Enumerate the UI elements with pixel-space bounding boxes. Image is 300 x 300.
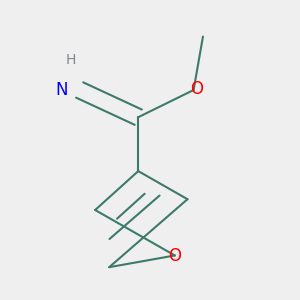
Text: N: N xyxy=(56,81,68,99)
Text: O: O xyxy=(190,80,203,98)
Text: H: H xyxy=(66,52,76,67)
Text: O: O xyxy=(168,248,181,266)
